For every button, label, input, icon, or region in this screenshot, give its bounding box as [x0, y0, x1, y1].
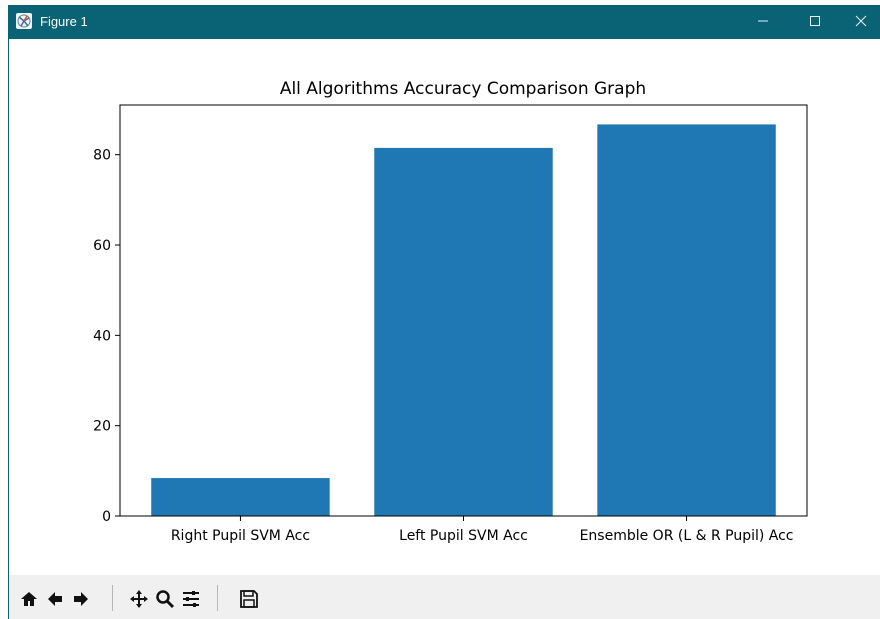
pan-icon[interactable]: [127, 586, 151, 612]
window-title: Figure 1: [40, 14, 88, 29]
plot-area: [119, 104, 808, 517]
minimize-icon[interactable]: [740, 5, 786, 39]
x-tick-label: Left Pupil SVM Acc: [399, 528, 528, 544]
bars: [151, 124, 776, 517]
y-tick-label: 20: [93, 419, 111, 435]
matplotlib-figure-icon: [16, 13, 32, 29]
bar-chart: All Algorithms Accuracy Comparison Graph…: [93, 79, 808, 544]
y-tick-label: 80: [93, 148, 111, 164]
back-arrow-icon[interactable]: [43, 586, 67, 612]
x-axis-ticks: Right Pupil SVM Acc Left Pupil SVM Acc Ens…: [171, 516, 794, 544]
toolbar-separator: [217, 585, 218, 611]
configure-subplots-icon[interactable]: [179, 586, 203, 612]
save-icon[interactable]: [237, 586, 261, 612]
y-axis-ticks: 0 20 40 60 80: [93, 148, 120, 525]
navigation-toolbar: [9, 575, 880, 619]
bar: [597, 124, 776, 517]
toolbar-separator: [112, 585, 113, 611]
x-tick-label: Ensemble OR (L & R Pupil) Acc: [580, 528, 794, 544]
y-tick-label: 60: [93, 238, 111, 254]
y-tick-label: 40: [93, 328, 111, 344]
chart-title: All Algorithms Accuracy Comparison Graph: [280, 79, 646, 99]
figure-canvas[interactable]: All Algorithms Accuracy Comparison Graph…: [9, 39, 880, 575]
close-icon[interactable]: [838, 5, 880, 39]
forward-arrow-icon[interactable]: [69, 586, 93, 612]
window-border: [8, 39, 9, 619]
bar: [151, 478, 330, 516]
x-tick-label: Right Pupil SVM Acc: [171, 528, 310, 544]
y-tick-label: 0: [102, 509, 111, 525]
zoom-icon[interactable]: [153, 586, 177, 612]
maximize-icon[interactable]: [792, 5, 838, 39]
home-icon[interactable]: [17, 586, 41, 612]
title-bar: Figure 1: [8, 5, 880, 39]
bar: [374, 147, 553, 516]
